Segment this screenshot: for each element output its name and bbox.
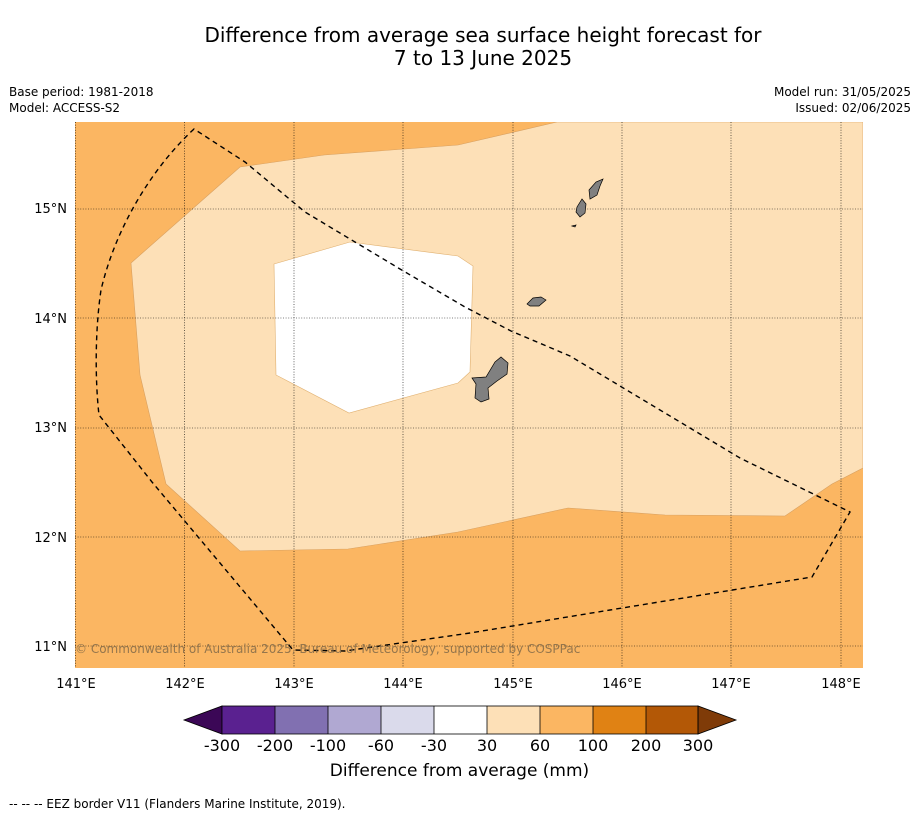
colorbar-tick-label: 100 <box>578 736 609 755</box>
map-title-line1: Difference from average sea surface heig… <box>204 23 762 47</box>
island-saipan <box>588 178 604 200</box>
issued-text: Issued: 02/06/2025 <box>795 101 911 115</box>
colorbar-arrow-high <box>697 705 738 735</box>
colorbar-segment <box>540 706 593 734</box>
colorbar-tick-label: 300 <box>683 736 714 755</box>
lon-label: 145°E <box>493 677 533 692</box>
map-title-line2: 7 to 13 June 2025 <box>393 46 573 70</box>
colorbar-segment <box>434 706 487 734</box>
longitude-labels: 141°E 142°E 143°E 144°E 145°E 146°E 147°… <box>56 677 861 692</box>
band-neutral <box>273 241 474 414</box>
model-run-text: Model run: 31/05/2025 <box>773 85 911 99</box>
colorbar-tick-label: -300 <box>204 736 240 755</box>
colorbar-title: Difference from average (mm) <box>329 761 590 781</box>
colorbar-segment <box>275 706 328 734</box>
colorbar: -300 -200 -100 -60 -30 30 60 100 200 300 <box>182 705 738 755</box>
colorbar-tick-label: -60 <box>368 736 394 755</box>
lon-label: 144°E <box>383 677 423 692</box>
lon-label: 143°E <box>274 677 314 692</box>
footer-eez-note: -- -- -- EEZ border V11 (Flanders Marine… <box>9 797 346 811</box>
colorbar-tick-label: -100 <box>310 736 346 755</box>
lat-label: 11°N <box>34 640 67 655</box>
lat-label: 13°N <box>34 421 67 436</box>
meta-right: Model run: 31/05/2025 Issued: 02/06/2025 <box>774 84 911 116</box>
colorbar-segment <box>487 706 540 734</box>
copyright-text: © Commonwealth of Australia 2025, Bureau… <box>75 642 580 656</box>
graticule <box>75 122 863 668</box>
colorbar-tick-label: 200 <box>631 736 662 755</box>
lon-label: 148°E <box>821 677 861 692</box>
islands <box>471 178 604 403</box>
base-period-text: Base period: 1981-2018 <box>9 85 154 99</box>
colorbar-tick-label: 60 <box>530 736 550 755</box>
colorbar-tick-label: -200 <box>257 736 293 755</box>
colorbar-ticks: -300 -200 -100 -60 -30 30 60 100 200 300 <box>204 736 713 755</box>
lat-label: 14°N <box>34 312 67 327</box>
map-area: © Commonwealth of Australia 2025, Bureau… <box>75 122 863 668</box>
latitude-labels: 15°N 14°N 13°N 12°N 11°N <box>34 202 67 655</box>
lat-label: 15°N <box>34 202 67 217</box>
lat-label: 12°N <box>34 531 67 546</box>
lon-label: 146°E <box>602 677 642 692</box>
colorbar-arrow-low <box>182 705 223 735</box>
island-rota <box>526 296 547 307</box>
island-guam <box>471 356 509 403</box>
colorbar-segment <box>593 706 646 734</box>
band-30-60 <box>130 122 863 552</box>
eez-border <box>95 128 851 652</box>
meta-left: Base period: 1981-2018 Model: ACCESS-S2 <box>9 84 154 116</box>
colorbar-segment <box>646 706 698 734</box>
colorbar-segment <box>328 706 381 734</box>
colorbar-segment <box>381 706 434 734</box>
colorbar-segment <box>222 706 275 734</box>
lon-label: 147°E <box>711 677 751 692</box>
model-text: Model: ACCESS-S2 <box>9 101 121 115</box>
island-aguijan <box>570 224 577 228</box>
island-tinian <box>575 198 587 218</box>
colorbar-tick-label: -30 <box>421 736 447 755</box>
lon-label: 141°E <box>56 677 96 692</box>
lon-label: 142°E <box>165 677 205 692</box>
colorbar-dividers <box>221 705 699 735</box>
colorbar-tick-label: 30 <box>477 736 497 755</box>
